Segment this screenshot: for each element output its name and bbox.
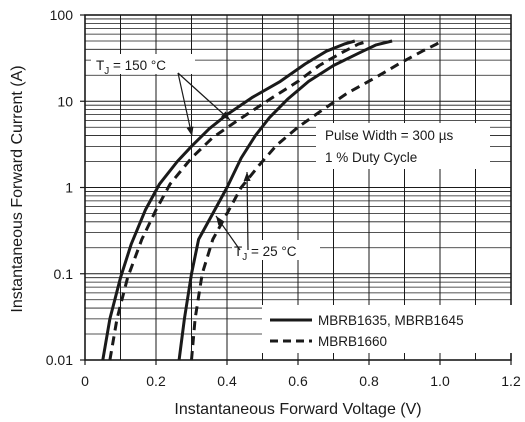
- tj25-label: TJ = 25 °C: [234, 244, 297, 263]
- curves: [101, 39, 443, 361]
- x-tick-label: 1.2: [501, 373, 521, 389]
- legend: MBRB1635, MBRB1645 MBRB1660: [262, 305, 516, 353]
- tj150-label: TJ = 150 °C: [96, 58, 166, 77]
- annotation-arrow: [177, 72, 231, 121]
- y-axis-ticks: 0.01 0.1 1 10 100: [46, 7, 85, 368]
- annotation-arrow: [246, 171, 249, 251]
- arrowhead: [243, 172, 251, 182]
- pulse-annotation: Pulse Width = 300 µs 1 % Duty Cycle: [316, 123, 490, 169]
- x-tick-label: 0.6: [288, 373, 308, 389]
- x-axis-ticks: 0 0.2 0.4 0.6 0.8 1.0 1.2: [81, 360, 521, 389]
- pulse-width-label: Pulse Width = 300 µs: [325, 128, 453, 143]
- y-tick-label: 0.01: [46, 352, 73, 368]
- x-axis-label: Instantaneous Forward Voltage (V): [174, 401, 421, 418]
- curve-solid-tj25: [177, 39, 393, 361]
- arrowhead: [220, 111, 230, 120]
- y-tick-label: 100: [50, 7, 74, 23]
- duty-cycle-label: 1 % Duty Cycle: [325, 150, 417, 165]
- x-tick-label: 0.4: [217, 373, 237, 389]
- x-tick-label: 0.8: [359, 373, 379, 389]
- tj25-annotation: TJ = 25 °C: [215, 171, 320, 263]
- y-tick-label: 1: [65, 180, 73, 196]
- x-tick-label: 0: [81, 373, 89, 389]
- y-tick-label: 0.1: [54, 266, 74, 282]
- arrowhead: [186, 126, 194, 136]
- legend-item-dashed: MBRB1660: [318, 334, 387, 349]
- tj150-arrows: [177, 72, 231, 137]
- legend-item-solid: MBRB1635, MBRB1645: [318, 313, 464, 328]
- x-tick-label: 0.2: [146, 373, 166, 389]
- arrowhead: [216, 216, 225, 226]
- grid: [85, 15, 511, 360]
- curve-dashed-tj25: [190, 39, 443, 361]
- y-tick-label: 10: [57, 93, 73, 109]
- x-tick-label: 1.0: [430, 373, 450, 389]
- curve-solid-tj150: [101, 39, 356, 361]
- tj25-arrows: [215, 171, 251, 251]
- y-axis-label: Instantaneous Forward Current (A): [9, 65, 26, 312]
- annotation-arrow: [177, 72, 193, 137]
- tj150-annotation: TJ = 150 °C: [91, 54, 231, 137]
- curve-dashed-tj150: [108, 39, 370, 361]
